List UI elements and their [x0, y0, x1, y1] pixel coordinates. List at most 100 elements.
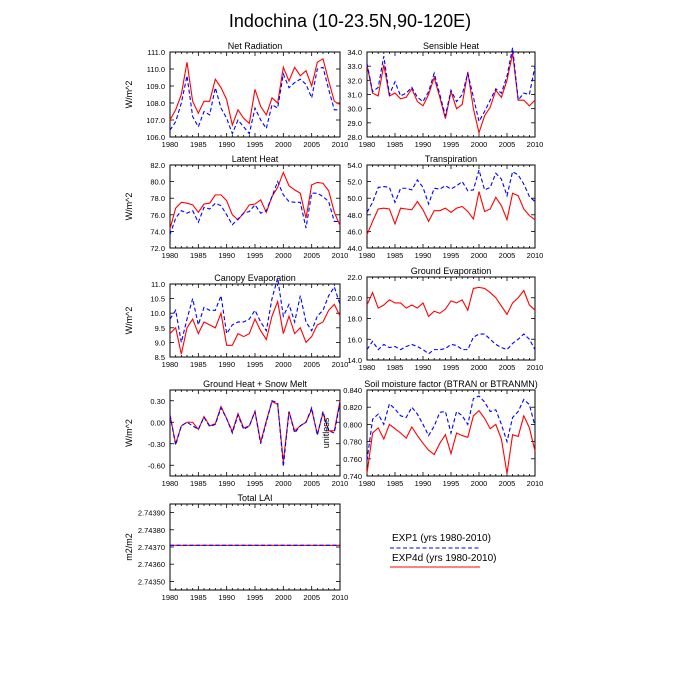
y-tick-label: 46.0: [347, 227, 362, 236]
x-tick-label: 1990: [218, 479, 235, 488]
x-tick-label: 1980: [162, 360, 179, 369]
y-tick-label: 14.0: [347, 356, 362, 365]
x-tick-label: 2010: [332, 360, 349, 369]
y-tick-label: 31.0: [347, 91, 362, 100]
y-tick-label: 76.0: [150, 211, 165, 220]
y-tick-label: 0.00: [150, 418, 165, 427]
x-tick-label: 1995: [443, 479, 460, 488]
series-line-exp4d: [366, 53, 536, 135]
chart-soil-moisture-factor-btran-or-btranmn: Soil moisture factor (BTRAN or BTRANMN) u…: [321, 379, 543, 488]
x-tick-label: 1980: [359, 479, 376, 488]
x-tick-label: 1990: [218, 140, 235, 149]
x-tick-label: 1985: [190, 360, 207, 369]
y-axis-label: W/m^2: [124, 193, 134, 221]
legend-label-exp1: EXP1 (yrs 1980-2010): [392, 533, 491, 544]
chart-ground-heat-snow-melt: Ground Heat + Snow Melt W/m^2 1980 1985 1990…: [124, 379, 348, 488]
x-tick-label: 2000: [471, 251, 488, 260]
x-tick-label: 1990: [218, 251, 235, 260]
plot-frame: [169, 503, 341, 591]
x-tick-label: 1990: [218, 360, 235, 369]
x-tick-label: 2005: [303, 140, 320, 149]
x-tick-label: 2005: [499, 251, 516, 260]
y-axis-label: W/m^2: [124, 307, 134, 335]
y-tick-label: 16.0: [347, 335, 362, 344]
y-tick-label: 10.5: [150, 295, 165, 304]
series-line-exp1: [169, 66, 340, 136]
series-line-exp1: [366, 47, 536, 123]
y-axis-label: unitless: [321, 417, 331, 448]
x-tick-label: 1995: [443, 363, 460, 372]
x-tick-label: 2005: [303, 251, 320, 260]
y-tick-label: 33.0: [347, 62, 362, 71]
x-tick-label: 1980: [162, 593, 179, 602]
series-line-exp1: [366, 167, 536, 213]
y-tick-label: 2.74350: [138, 577, 165, 586]
y-tick-label: 9.0: [155, 338, 165, 347]
series-line-exp1: [169, 278, 341, 343]
x-tick-label: 2000: [275, 593, 292, 602]
x-tick-label: 1995: [247, 140, 264, 149]
y-tick-label: -0.30: [148, 440, 165, 449]
x-tick-label: 1985: [190, 593, 207, 602]
chart-ground-evaporation: Ground Evaporation 1980 1985 1990 1995 2000 20…: [347, 266, 543, 372]
x-tick-label: 1980: [359, 140, 376, 149]
y-tick-label: 50.0: [347, 194, 362, 203]
x-tick-label: 2000: [275, 251, 292, 260]
y-tick-label: 0.780: [343, 438, 362, 447]
y-tick-label: 52.0: [347, 178, 362, 187]
y-tick-label: 0.740: [343, 472, 362, 481]
x-tick-label: 2005: [499, 479, 516, 488]
x-tick-label: 1995: [247, 251, 264, 260]
series-line-exp4d: [169, 400, 341, 462]
x-tick-label: 1990: [415, 251, 432, 260]
y-tick-label: 8.5: [155, 353, 165, 362]
chart-title: Canopy Evaporation: [214, 273, 296, 283]
y-tick-label: 34.0: [347, 48, 362, 57]
x-tick-label: 2000: [275, 479, 292, 488]
y-axis-label: W/m^2: [124, 419, 134, 447]
y-tick-label: 0.760: [343, 455, 362, 464]
x-tick-label: 1985: [190, 251, 207, 260]
series-line-exp1: [169, 400, 341, 467]
chart-title: Ground Heat + Snow Melt: [203, 379, 307, 389]
y-tick-label: 44.0: [347, 244, 362, 253]
x-tick-label: 2010: [527, 363, 544, 372]
x-tick-label: 2010: [527, 479, 544, 488]
plot-frame: [169, 389, 341, 477]
chart-net-radiation: Net Radiation W/m^2 1980 1985 1990 1995 2000 20…: [124, 41, 348, 149]
y-tick-label: 109.0: [146, 82, 165, 91]
y-axis-label: m2/m2: [124, 533, 134, 561]
x-tick-label: 1985: [387, 363, 404, 372]
y-tick-label: 18.0: [347, 315, 362, 324]
x-tick-label: 1980: [162, 251, 179, 260]
x-tick-label: 1985: [387, 251, 404, 260]
x-tick-label: 2000: [471, 479, 488, 488]
x-tick-label: 2010: [332, 251, 349, 260]
y-tick-label: 2.74360: [138, 560, 165, 569]
x-tick-label: 2000: [275, 140, 292, 149]
x-tick-label: 1980: [359, 251, 376, 260]
series-line-exp4d: [366, 191, 536, 235]
x-tick-label: 2005: [499, 140, 516, 149]
chart-title: Soil moisture factor (BTRAN or BTRANMN): [364, 379, 538, 389]
series-line-exp4d: [169, 299, 341, 355]
y-tick-label: 2.74380: [138, 526, 165, 535]
y-tick-label: 0.30: [150, 397, 165, 406]
chart-sensible-heat: Sensible Heat 1980 1985 1990 1995 2000 2005 201…: [347, 41, 543, 149]
y-tick-label: 0.800: [343, 420, 362, 429]
y-tick-label: 80.0: [150, 178, 165, 187]
y-tick-label: 22.0: [347, 273, 362, 282]
y-tick-label: 107.0: [146, 116, 165, 125]
chart-canopy-evaporation: Canopy Evaporation W/m^2 1980 1985 1990 1995 2…: [124, 273, 348, 369]
x-tick-label: 2000: [471, 363, 488, 372]
series-line-exp4d: [366, 409, 536, 474]
plot-frame: [169, 51, 341, 138]
x-tick-label: 1985: [190, 479, 207, 488]
x-tick-label: 2005: [303, 360, 320, 369]
x-tick-label: 2010: [332, 140, 349, 149]
y-tick-label: 9.5: [155, 324, 165, 333]
chart-panels: Net Radiation W/m^2 1980 1985 1990 1995 2000 20…: [124, 41, 543, 602]
chart-title: Transpiration: [425, 154, 477, 164]
series-line-exp1: [169, 180, 340, 235]
